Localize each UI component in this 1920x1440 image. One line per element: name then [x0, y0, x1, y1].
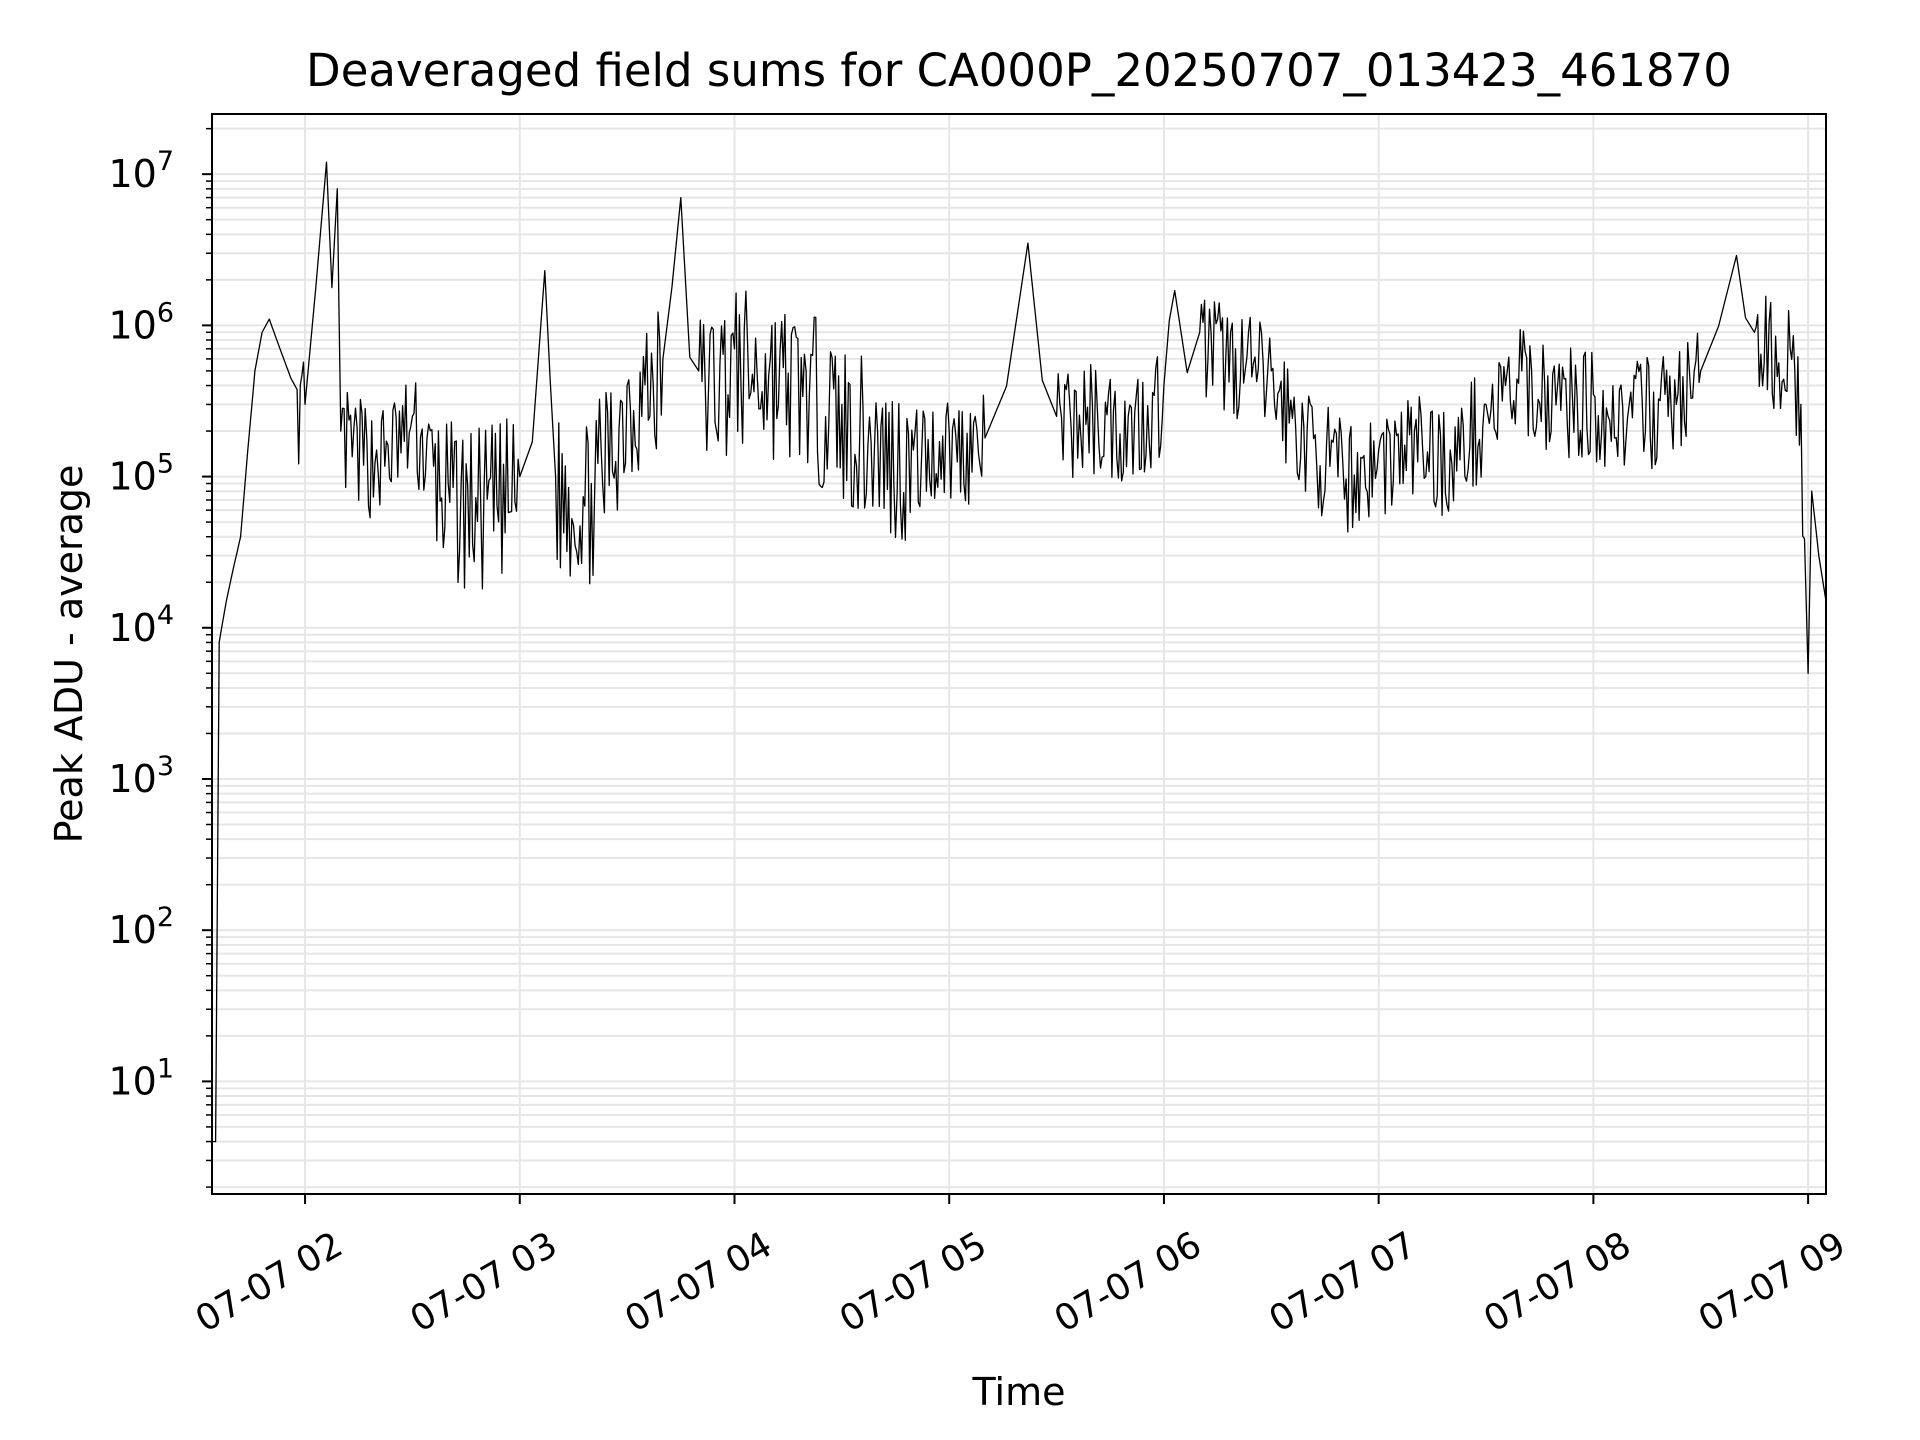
- x-axis-label: Time: [972, 1370, 1066, 1414]
- y-tick-label: 106: [108, 297, 174, 347]
- series-line-layer: [212, 161, 1827, 1143]
- y-tick-label: 103: [108, 751, 174, 801]
- series-line: [212, 161, 1827, 1143]
- y-tick-label: 104: [108, 600, 174, 650]
- y-axis-label: Peak ADU - average: [47, 465, 91, 844]
- y-tick-label: 107: [108, 146, 174, 196]
- plot-frame: [211, 113, 1827, 1195]
- y-tick-label: 105: [108, 449, 174, 499]
- plot-area-background: [212, 114, 1826, 1194]
- y-axis-ticks: 101 102 103 104 105 106 107: [108, 127, 212, 1188]
- chart-title: Deaveraged field sums for CA000P_2025070…: [306, 44, 1732, 97]
- y-tick-label: 102: [108, 902, 174, 952]
- y-tick-label: 101: [108, 1053, 174, 1103]
